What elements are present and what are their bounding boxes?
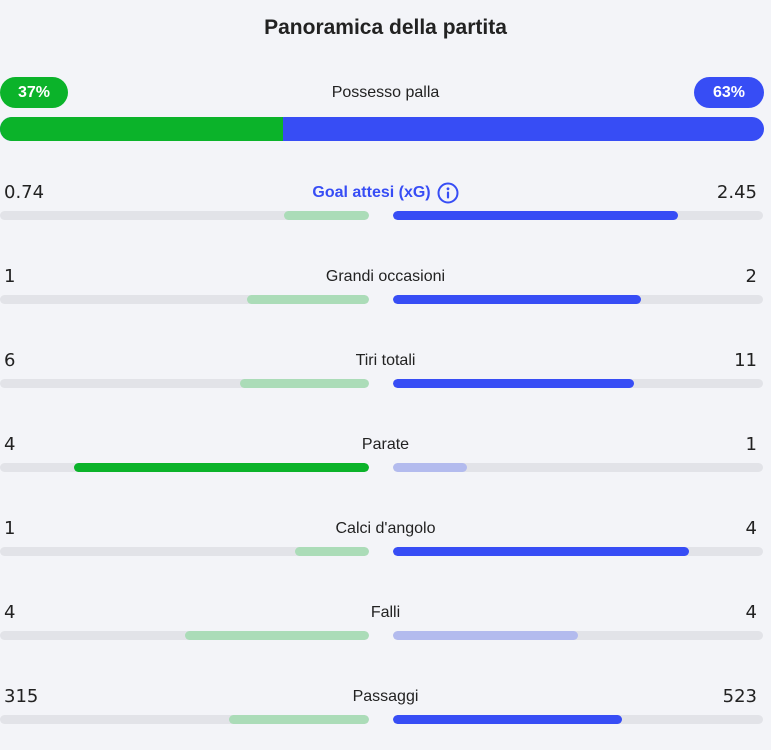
away-stat-value: 1: [745, 434, 757, 455]
stat-row: 1 Calci d'angolo 4: [0, 517, 771, 577]
away-possession-badge: 63%: [694, 77, 764, 108]
stat-row: 4 Parate 1: [0, 433, 771, 493]
away-stat-value: 11: [734, 350, 757, 371]
home-stat-bar: [0, 547, 369, 556]
home-stat-value: 0.74: [4, 182, 45, 203]
away-stat-bar: [393, 379, 763, 388]
possession-label: Possesso palla: [331, 84, 440, 101]
stat-row: 6 Tiri totali 11: [0, 349, 771, 409]
stat-label[interactable]: Goal attesi (xG): [0, 181, 771, 205]
home-stat-bar: [0, 295, 369, 304]
away-stat-value: 4: [745, 602, 757, 623]
away-stat-value: 2: [745, 266, 757, 287]
away-stat-bar-fill: [393, 295, 641, 304]
home-stat-bar-fill: [184, 631, 369, 640]
away-stat-bar-fill: [393, 463, 467, 472]
stat-label: Passaggi: [0, 685, 771, 709]
away-stat-bar: [393, 295, 763, 304]
home-stat-bar: [0, 211, 369, 220]
stat-label: Falli: [0, 601, 771, 625]
away-stat-bar-fill: [393, 715, 623, 724]
home-stat-bar-fill: [247, 295, 369, 304]
possession-home-fill: [0, 117, 283, 141]
stat-label-text[interactable]: Goal attesi (xG): [312, 184, 431, 201]
away-stat-bar: [393, 211, 763, 220]
home-stat-value: 4: [4, 602, 16, 623]
home-stat-bar: [0, 631, 369, 640]
stat-label-text: Tiri totali: [355, 352, 416, 369]
home-stat-bar-fill: [284, 211, 369, 220]
home-stat-bar: [0, 379, 369, 388]
home-possession-badge: 37%: [0, 77, 68, 108]
away-stat-bar-fill: [393, 547, 689, 556]
page-title: Panoramica della partita: [264, 16, 507, 39]
away-stat-bar-fill: [393, 379, 634, 388]
home-stat-bar: [0, 463, 369, 472]
away-stat-bar: [393, 463, 763, 472]
stat-label-text: Falli: [370, 604, 401, 621]
stat-label: Grandi occasioni: [0, 265, 771, 289]
stat-label: Calci d'angolo: [0, 517, 771, 541]
stat-label-text: Passaggi: [352, 688, 419, 705]
home-stat-value: 4: [4, 434, 16, 455]
home-stat-bar-fill: [73, 463, 369, 472]
away-stat-bar: [393, 547, 763, 556]
away-stat-bar: [393, 631, 763, 640]
possession-bar: [0, 117, 764, 141]
home-stat-value: 1: [4, 266, 16, 287]
stat-row[interactable]: 0.74 Goal attesi (xG) 2.45: [0, 181, 771, 241]
home-stat-value: 315: [4, 686, 39, 707]
stat-row: 315 Passaggi 523: [0, 685, 771, 745]
stat-label-text: Grandi occasioni: [325, 268, 446, 285]
stat-label-text: Parate: [361, 436, 410, 453]
home-stat-value: 6: [4, 350, 16, 371]
away-stat-bar: [393, 715, 763, 724]
away-stat-bar-fill: [393, 211, 678, 220]
stat-row: 1 Grandi occasioni 2: [0, 265, 771, 325]
home-stat-bar-fill: [228, 715, 369, 724]
stat-label: Tiri totali: [0, 349, 771, 373]
away-stat-value: 523: [722, 686, 757, 707]
info-icon[interactable]: [437, 182, 459, 204]
away-stat-bar-fill: [393, 631, 578, 640]
stat-label-text: Calci d'angolo: [335, 520, 436, 537]
possession-header: 37% Possesso palla 63%: [0, 77, 771, 108]
stat-label: Parate: [0, 433, 771, 457]
away-stat-value: 2.45: [716, 182, 757, 203]
home-stat-bar-fill: [295, 547, 369, 556]
stat-row: 4 Falli 4: [0, 601, 771, 661]
home-stat-value: 1: [4, 518, 16, 539]
away-stat-value: 4: [745, 518, 757, 539]
home-stat-bar-fill: [239, 379, 369, 388]
home-stat-bar: [0, 715, 369, 724]
